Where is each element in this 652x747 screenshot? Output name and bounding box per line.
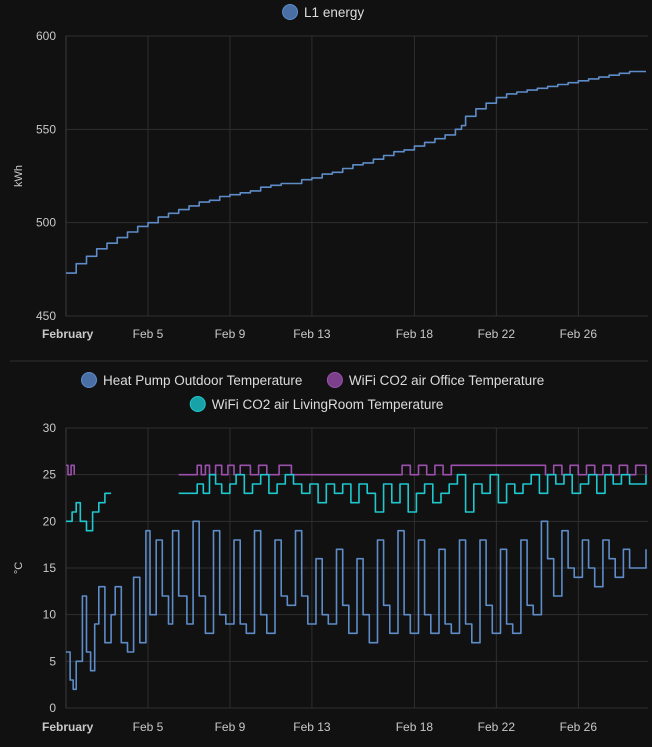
y-tick-label: 600 [36, 29, 56, 43]
y-tick-label: 500 [36, 216, 56, 230]
x-tick-label: Feb 26 [560, 327, 598, 341]
legend-swatch [326, 372, 343, 388]
y-tick-label: 5 [49, 654, 56, 668]
legend-swatch [282, 4, 299, 20]
x-tick-label: Feb 5 [133, 327, 164, 341]
y-tick-label: 550 [36, 122, 56, 136]
x-tick-label: Feb 22 [478, 720, 516, 734]
y-tick-label: 10 [43, 608, 57, 622]
series-line-1 [66, 70, 646, 274]
y-tick-label: 30 [43, 421, 57, 435]
x-tick-label: Feb 26 [560, 720, 598, 734]
x-tick-label: Feb 9 [215, 720, 246, 734]
x-tick-label: Feb 5 [133, 720, 164, 734]
y-tick-label: 15 [43, 561, 57, 575]
series-line-1 [66, 520, 647, 691]
x-tick-label: February [42, 720, 94, 734]
x-tick-label: Feb 13 [293, 327, 331, 341]
y-tick-label: 450 [36, 309, 56, 323]
y-tick-label: 25 [43, 468, 57, 482]
x-tick-label: Feb 13 [293, 720, 331, 734]
series-line-2 [66, 464, 647, 476]
legend-swatch [189, 396, 206, 412]
y-tick-label: 0 [49, 701, 56, 715]
y-axis-label: °C [13, 562, 25, 574]
legend-label: L1 energy [304, 5, 364, 20]
series-line-3 [66, 473, 647, 532]
legend-label: WiFi CO2 air LivingRoom Temperature [212, 397, 444, 412]
x-tick-label: Feb 18 [396, 327, 434, 341]
x-tick-label: Feb 9 [215, 327, 246, 341]
y-tick-label: 20 [43, 514, 57, 528]
y-axis-label: kWh [13, 165, 25, 187]
x-tick-label: Feb 22 [478, 327, 516, 341]
legend-label: WiFi CO2 air Office Temperature [349, 373, 544, 388]
legend-swatch [81, 372, 97, 388]
x-tick-label: February [42, 327, 94, 341]
legend-label: Heat Pump Outdoor Temperature [103, 373, 302, 388]
x-tick-label: Feb 18 [396, 720, 434, 734]
